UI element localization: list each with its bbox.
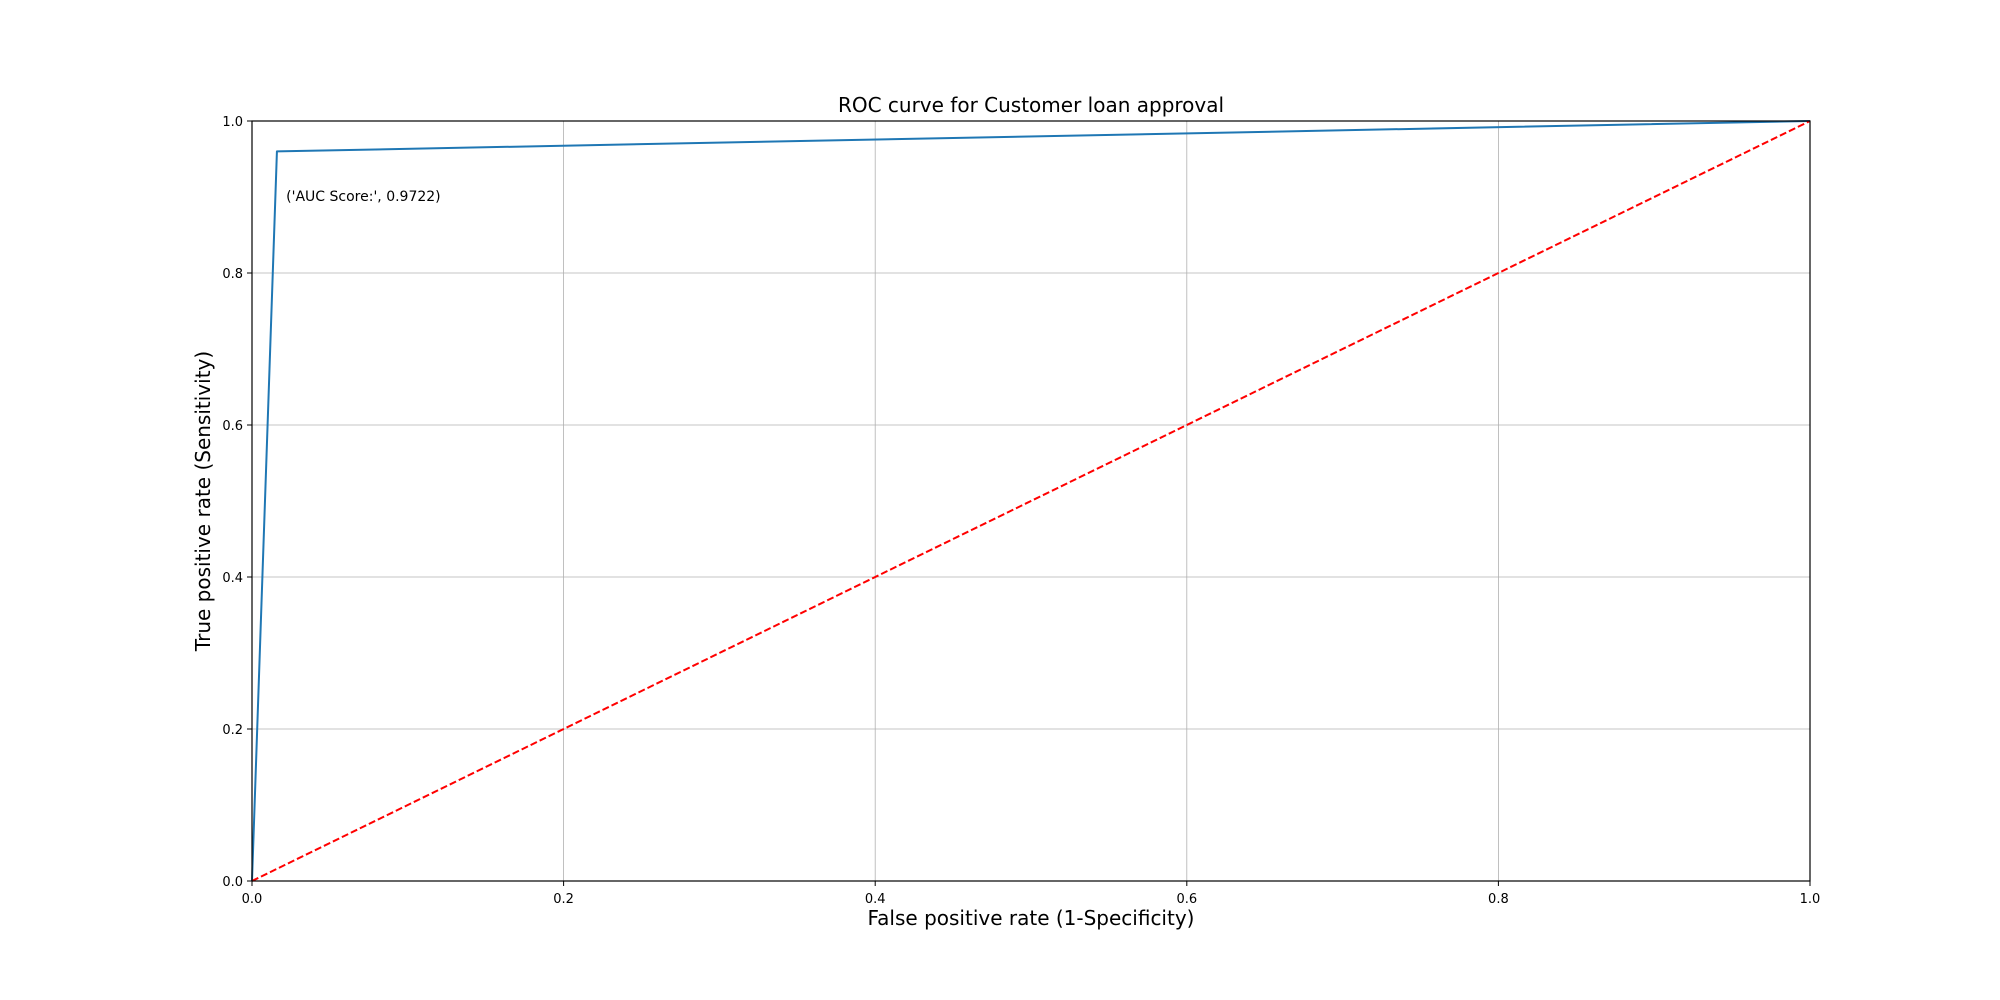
y-axis-ticks: 0.0 0.2 0.4 0.6 0.8 1.0 (222, 115, 252, 890)
y-tick-label-5: 1.0 (222, 115, 243, 130)
roc-series-line (251, 120, 1811, 882)
y-tick-label-4: 0.8 (222, 267, 243, 282)
y-tick-label-3: 0.6 (222, 419, 243, 434)
x-axis-label: False positive rate (1-Specificity) (868, 906, 1195, 930)
x-tick-label-2: 0.4 (865, 892, 886, 907)
x-tick-label-5: 1.0 (1800, 892, 1821, 907)
series-layer (251, 120, 1811, 882)
auc-score-annotation: ('AUC Score:', 0.9722) (286, 189, 441, 205)
x-tick-label-1: 0.2 (553, 892, 574, 907)
chart-title: ROC curve for Customer loan approval (838, 93, 1224, 117)
y-tick-label-2: 0.4 (222, 571, 243, 586)
x-axis-ticks: 0.0 0.2 0.4 0.6 0.8 1.0 (242, 881, 1821, 907)
y-tick-label-1: 0.2 (222, 723, 243, 738)
x-tick-label-4: 0.8 (1488, 892, 1509, 907)
y-axis-label: True positive rate (Sensitivity) (191, 351, 215, 652)
baseline-series-line (251, 120, 1811, 882)
x-tick-label-0: 0.0 (242, 892, 263, 907)
x-tick-label-3: 0.6 (1176, 892, 1197, 907)
axes-frame (251, 120, 1811, 882)
y-tick-label-0: 0.0 (222, 875, 243, 890)
